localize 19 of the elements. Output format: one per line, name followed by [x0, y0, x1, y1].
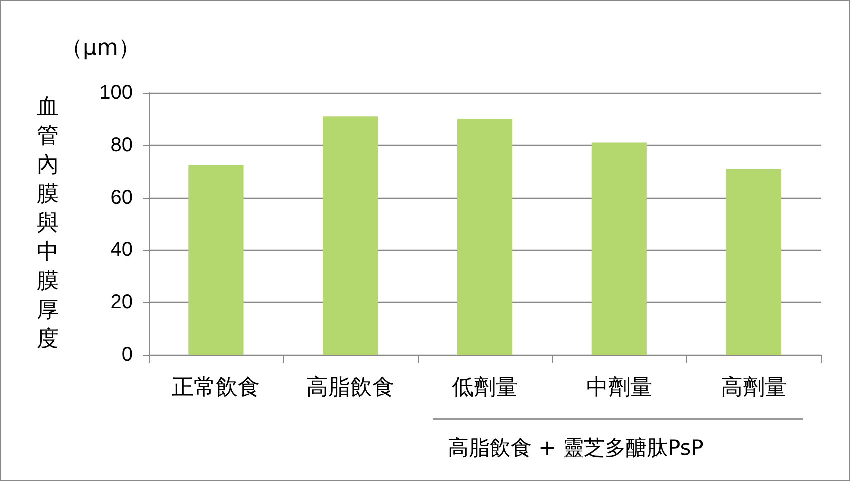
y-tick-label: 100 — [100, 82, 133, 104]
text: 高脂飲食 + 靈芝多醣肽PsP — [448, 435, 704, 462]
bar — [726, 168, 782, 355]
x-tick-label: 高劑量 — [720, 376, 787, 400]
bar — [188, 165, 244, 355]
y-tick-label: 40 — [110, 239, 133, 262]
bar — [457, 119, 513, 355]
bar — [592, 142, 647, 355]
x-tick-label: 正常飲食 — [172, 376, 260, 400]
bar — [323, 116, 378, 355]
y-tick-label: 20 — [110, 292, 133, 314]
x-tick-label: 低劑量 — [452, 376, 518, 400]
text: 血管內膜與中膜厚度 — [37, 95, 59, 352]
text: （μm） — [61, 35, 140, 63]
y-tick-label: 0 — [122, 344, 133, 366]
y-tick-label: 60 — [110, 186, 133, 209]
x-tick-label: 中劑量 — [586, 376, 652, 400]
y-tick-label: 80 — [110, 134, 133, 156]
x-tick-label: 高脂飲食 — [306, 376, 395, 400]
